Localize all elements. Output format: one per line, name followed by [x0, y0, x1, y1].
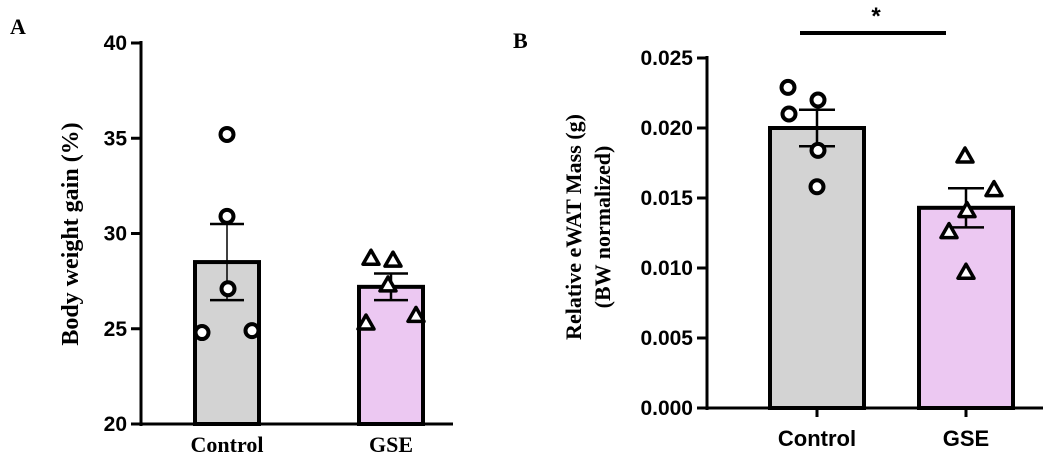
- panel-a-y-axis-label: Body weight gain (%): [58, 122, 84, 345]
- chart-a: 20 25 30 35 40 Control GSE: [104, 32, 453, 457]
- point-b-circle-0: [779, 78, 797, 96]
- panel-b-y-axis-label-line1: Relative eWAT Mass (g): [561, 114, 586, 340]
- point-b-triangle-1: [984, 179, 1004, 198]
- point-b-circle-3: [809, 141, 827, 159]
- y-tick-label-b-1: 0.005: [640, 327, 693, 350]
- significance-star-b: *: [871, 3, 881, 30]
- point-a-triangle-4: [406, 305, 426, 324]
- y-tick-label-b-0: 0.000: [640, 397, 693, 420]
- y-tick-label-b-4: 0.020: [640, 117, 693, 140]
- bar-a-gse: [357, 284, 425, 426]
- y-tick-label-a-3: 35: [104, 127, 128, 150]
- point-b-circle-1: [809, 91, 827, 109]
- point-b-circle-4: [808, 178, 826, 196]
- y-tick-label-a-1: 25: [104, 318, 128, 341]
- y-tick-label-a-4: 40: [104, 32, 127, 55]
- y-tick-label-a-2: 30: [104, 223, 127, 246]
- panel-b-y-axis-label-line2: (BW normalized): [590, 146, 615, 309]
- x-tick-label-a-gse: GSE: [369, 432, 413, 457]
- point-a-circle-1: [218, 207, 236, 225]
- bar-b-control: [768, 126, 866, 410]
- panel-a-letter: A: [10, 14, 26, 39]
- x-tick-label-b-gse: GSE: [943, 426, 989, 451]
- point-a-circle-2: [219, 280, 237, 298]
- chart-b: 0.000 0.005 0.010 0.015 0.020 0.025 Control GSE…: [640, 3, 1043, 451]
- x-tick-label-b-control: Control: [778, 426, 856, 451]
- point-a-triangle-1: [383, 250, 403, 268]
- bar-b-gse: [917, 205, 1015, 410]
- x-tick-label-a-control: Control: [191, 432, 264, 457]
- point-a-circle-0: [218, 125, 236, 143]
- point-a-circle-3: [193, 324, 211, 342]
- point-b-triangle-0: [955, 146, 975, 164]
- point-a-triangle-0: [361, 248, 381, 267]
- point-a-triangle-2: [378, 275, 398, 293]
- y-tick-label-b-2: 0.010: [640, 257, 693, 280]
- y-tick-label-b-5: 0.025: [640, 47, 693, 70]
- point-a-circle-4: [243, 322, 261, 340]
- y-tick-label-a-0: 20: [104, 413, 127, 436]
- panel-b-letter: B: [513, 28, 528, 53]
- y-tick-label-b-3: 0.015: [640, 187, 693, 210]
- point-b-triangle-4: [956, 262, 976, 280]
- point-b-circle-2: [780, 105, 798, 123]
- point-a-triangle-3: [356, 313, 376, 331]
- point-b-triangle-3: [939, 221, 959, 240]
- point-b-triangle-2: [957, 200, 977, 219]
